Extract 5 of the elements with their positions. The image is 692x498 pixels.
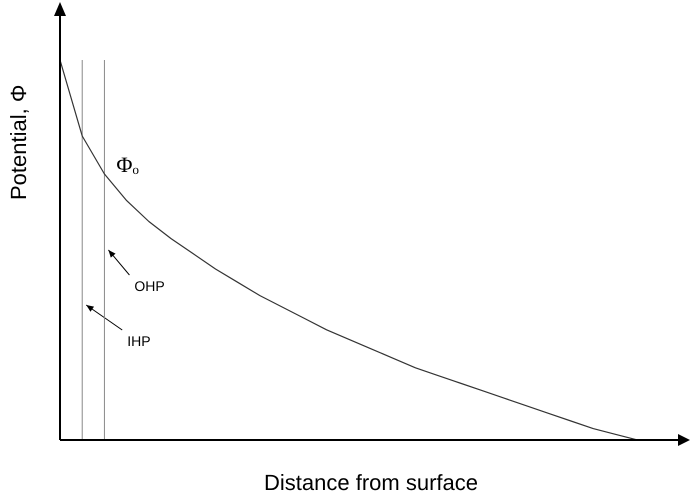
annotation: Φₒ bbox=[116, 152, 139, 177]
annotation: OHP bbox=[134, 278, 165, 294]
y-axis-title: Potential, Φ bbox=[6, 84, 31, 200]
x-axis-title: Distance from surface bbox=[264, 470, 478, 495]
annotation: IHP bbox=[127, 333, 151, 349]
